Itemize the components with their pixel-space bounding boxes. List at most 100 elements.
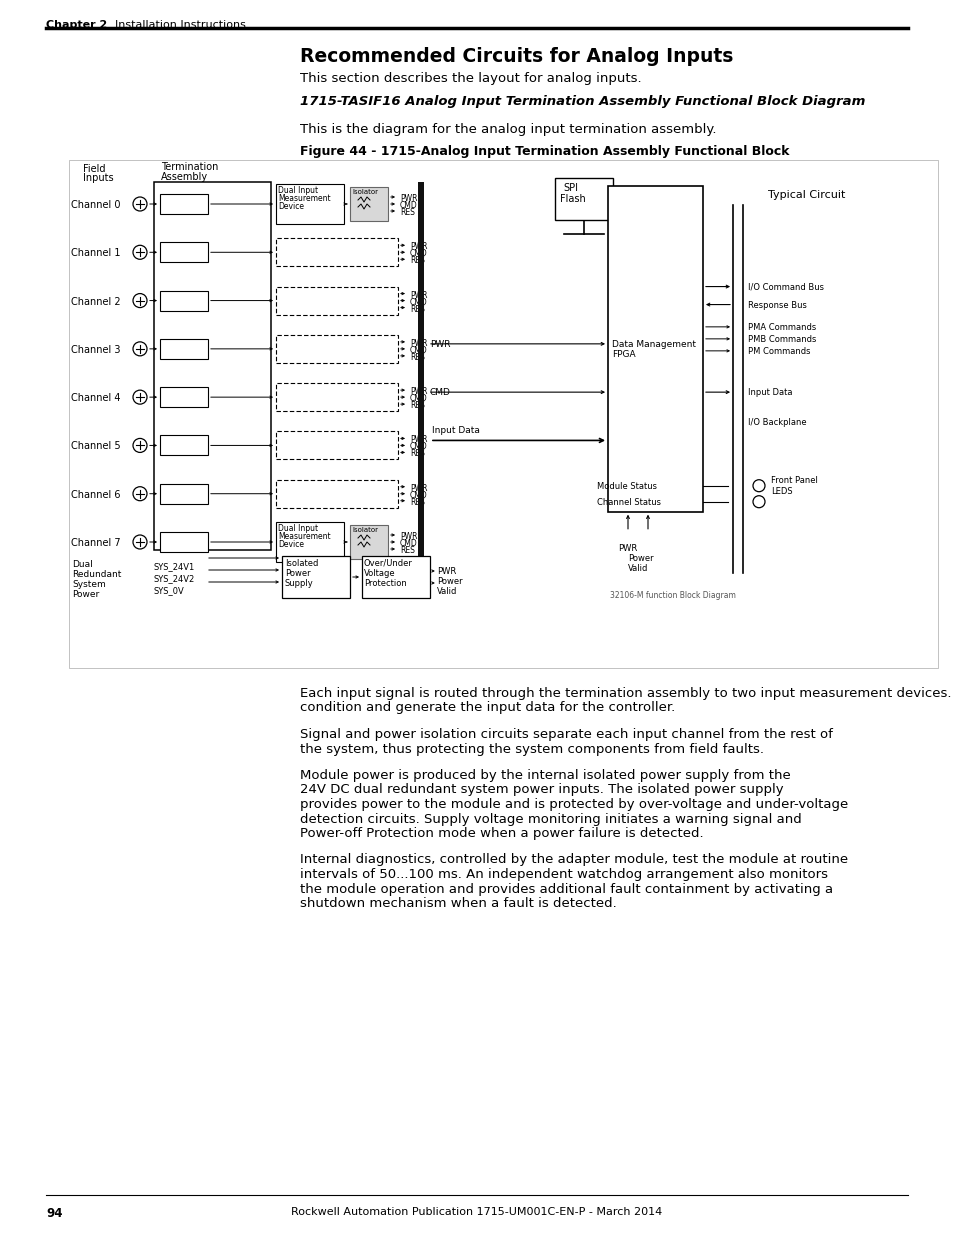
Text: FPGA: FPGA	[612, 350, 635, 358]
Text: Recommended Circuits for Analog Inputs: Recommended Circuits for Analog Inputs	[299, 47, 733, 65]
Text: RES: RES	[410, 401, 424, 410]
Text: Power: Power	[436, 577, 462, 585]
Text: CMD: CMD	[410, 490, 427, 500]
Text: Redundant: Redundant	[71, 571, 121, 579]
Text: detection circuits. Supply voltage monitoring initiates a warning signal and: detection circuits. Supply voltage monit…	[299, 813, 801, 825]
Text: Device: Device	[277, 203, 304, 211]
Text: Each input signal is routed through the termination assembly to two input measur: Each input signal is routed through the …	[299, 687, 953, 700]
Text: Front Panel: Front Panel	[770, 475, 817, 484]
Text: 1715-TASIF16 Analog Input Termination Assembly Functional Block Diagram: 1715-TASIF16 Analog Input Termination As…	[299, 95, 864, 107]
Text: Isolated: Isolated	[285, 559, 318, 568]
Text: Power: Power	[71, 590, 99, 599]
Text: Response Bus: Response Bus	[747, 300, 806, 310]
Text: Measurement: Measurement	[277, 194, 331, 203]
Text: SYS_24V2: SYS_24V2	[153, 574, 195, 583]
Text: Module power is produced by the internal isolated power supply from the: Module power is produced by the internal…	[299, 769, 790, 782]
Circle shape	[132, 198, 147, 211]
Bar	[275, 184, 344, 224]
Bar	[275, 479, 397, 508]
Text: Channel 4: Channel 4	[71, 393, 120, 403]
Text: Termination: Termination	[161, 162, 218, 172]
Text: the module operation and provides additional fault containment by activating a: the module operation and provides additi…	[299, 883, 832, 895]
Text: This is the diagram for the analog input termination assembly.: This is the diagram for the analog input…	[299, 124, 716, 136]
Text: SPI: SPI	[562, 183, 578, 193]
Bar	[160, 484, 208, 504]
Text: Isolator: Isolator	[352, 189, 377, 195]
Text: PWR: PWR	[618, 543, 637, 553]
Text: PWR: PWR	[436, 567, 456, 576]
Text: Input Data: Input Data	[747, 388, 792, 398]
Text: PMB Commands: PMB Commands	[747, 335, 816, 343]
Text: RES: RES	[399, 546, 415, 555]
Text: RES: RES	[410, 498, 424, 506]
Text: RES: RES	[410, 353, 424, 362]
Text: Typical Circuit: Typical Circuit	[767, 190, 844, 200]
Text: System: System	[71, 580, 106, 589]
Circle shape	[132, 438, 147, 452]
Text: Module Status: Module Status	[597, 482, 657, 490]
Text: Dual Input: Dual Input	[277, 186, 317, 195]
Text: PWR: PWR	[410, 290, 427, 300]
Text: shutdown mechanism when a fault is detected.: shutdown mechanism when a fault is detec…	[299, 897, 616, 910]
Text: PMA Commands: PMA Commands	[747, 322, 816, 332]
Text: Power: Power	[627, 553, 653, 563]
Text: provides power to the module and is protected by over-voltage and under-voltage: provides power to the module and is prot…	[299, 798, 847, 811]
Text: 24V DC dual redundant system power inputs. The isolated power supply: 24V DC dual redundant system power input…	[299, 783, 782, 797]
Text: Inputs: Inputs	[83, 173, 113, 183]
Bar	[69, 161, 937, 668]
Text: Internal diagnostics, controlled by the adapter module, test the module at routi: Internal diagnostics, controlled by the …	[299, 853, 847, 867]
Text: CMD: CMD	[410, 298, 427, 306]
Bar	[417, 182, 423, 564]
Text: Protection: Protection	[364, 579, 406, 588]
Text: CMD: CMD	[399, 201, 417, 210]
Bar	[275, 431, 397, 459]
Text: 32106-M function Block Diagram: 32106-M function Block Diagram	[609, 592, 735, 600]
Text: PWR: PWR	[410, 387, 427, 396]
Text: I/O Command Bus: I/O Command Bus	[747, 283, 823, 291]
Bar	[160, 387, 208, 408]
Text: This section describes the layout for analog inputs.: This section describes the layout for an…	[299, 72, 641, 85]
Text: Field: Field	[83, 164, 106, 174]
Text: CMD: CMD	[410, 249, 427, 258]
Bar	[160, 338, 208, 359]
Text: Channel 7: Channel 7	[71, 538, 120, 548]
Text: RES: RES	[410, 450, 424, 458]
Bar	[607, 186, 702, 511]
Bar	[350, 186, 388, 221]
Text: PWR: PWR	[430, 340, 450, 348]
Bar	[153, 182, 271, 550]
Text: PM Commands: PM Commands	[747, 347, 810, 356]
Text: Valid: Valid	[436, 587, 456, 597]
Text: Channel 0: Channel 0	[71, 200, 120, 210]
Text: Valid: Valid	[627, 563, 648, 573]
Text: Measurement: Measurement	[277, 532, 331, 541]
Circle shape	[132, 390, 147, 404]
Text: Assembly: Assembly	[161, 172, 208, 182]
Circle shape	[132, 246, 147, 259]
Bar	[361, 556, 430, 598]
Text: Isolator: Isolator	[352, 527, 377, 534]
Text: RES: RES	[399, 207, 415, 217]
Text: RES: RES	[410, 257, 424, 266]
Text: PWR: PWR	[399, 532, 417, 541]
Circle shape	[132, 535, 147, 550]
Text: 94: 94	[46, 1207, 63, 1220]
Text: CMD: CMD	[410, 394, 427, 403]
Text: SYS_24V1: SYS_24V1	[153, 562, 195, 571]
Circle shape	[752, 495, 764, 508]
Circle shape	[132, 487, 147, 500]
Text: PWR: PWR	[410, 436, 427, 445]
Text: Channel 1: Channel 1	[71, 248, 120, 258]
Text: Data Management: Data Management	[612, 340, 696, 348]
Text: SYS_0V: SYS_0V	[153, 585, 185, 595]
Text: Channel 5: Channel 5	[71, 441, 120, 452]
Text: Channel 6: Channel 6	[71, 490, 120, 500]
Bar	[160, 532, 208, 552]
Text: CMD: CMD	[410, 442, 427, 452]
Bar	[275, 383, 397, 411]
Circle shape	[132, 342, 147, 356]
Bar	[275, 335, 397, 363]
Text: Signal and power isolation circuits separate each input channel from the rest of: Signal and power isolation circuits sepa…	[299, 727, 832, 741]
Text: RES: RES	[410, 305, 424, 314]
Text: Dual Input: Dual Input	[277, 524, 317, 534]
